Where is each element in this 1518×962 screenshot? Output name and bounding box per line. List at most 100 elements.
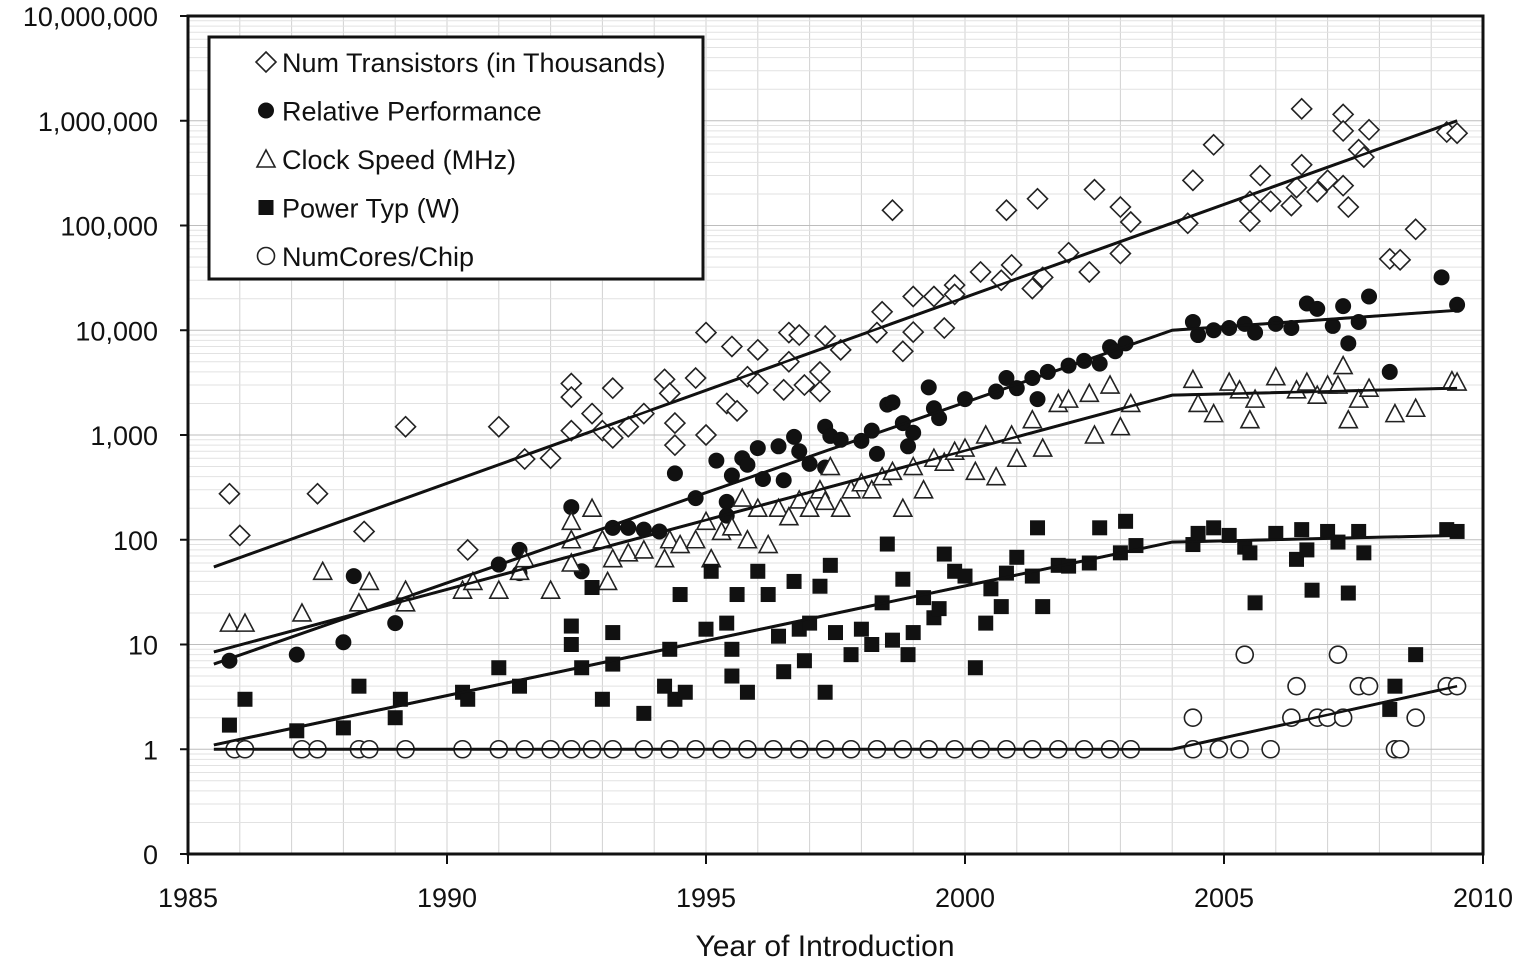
data-point [684, 366, 707, 390]
trend-line-overlay [213, 309, 1458, 666]
data-point [1408, 647, 1424, 663]
data-point [1221, 320, 1238, 337]
y-tick-label: 100 [113, 526, 158, 556]
data-point [864, 637, 880, 652]
data-point [351, 678, 367, 694]
data-point [895, 571, 911, 587]
data-point [1318, 708, 1337, 728]
legend-marker [256, 246, 276, 266]
data-point [884, 394, 901, 411]
data-point [892, 497, 914, 518]
data-point [1283, 320, 1300, 337]
data-point [1109, 242, 1132, 265]
x-tick-label: 2010 [1453, 883, 1513, 913]
data-point [1078, 260, 1101, 284]
data-point [1083, 178, 1106, 201]
data-point [1057, 241, 1080, 264]
data-point [228, 524, 251, 547]
data-point [1332, 354, 1354, 375]
data-point [750, 563, 766, 579]
data-point [913, 479, 934, 499]
data-point [617, 415, 640, 438]
data-point [891, 340, 914, 363]
x-axis-title: Year of Introduction [695, 930, 954, 962]
legend-label: Num Transistors (in Thousands) [282, 48, 666, 78]
data-point [720, 335, 744, 358]
data-point [1092, 520, 1108, 536]
x-axis: 1985 1990 1995 2000 2005 2010 [158, 854, 1513, 913]
data-point [560, 510, 582, 531]
data-point [822, 557, 838, 573]
data-point [771, 628, 787, 644]
data-point [560, 552, 582, 572]
legend-marker [258, 102, 274, 119]
data-point [1388, 248, 1412, 271]
y-axis: 10,000,0001,000,000100,00010,0001,000100… [23, 2, 188, 870]
data-point [1183, 708, 1203, 728]
data-point [345, 568, 362, 585]
data-point [1000, 253, 1023, 277]
y-tick-label: 10,000 [75, 316, 158, 346]
data-point [718, 493, 735, 510]
data-point [1119, 210, 1142, 234]
data-point [563, 618, 579, 634]
data-point [772, 378, 795, 401]
data-point [905, 625, 921, 641]
legend: Num Transistors (in Thousands) Relative P… [207, 35, 705, 281]
data-point [306, 482, 329, 505]
data-point [540, 579, 561, 599]
data-point [817, 684, 833, 700]
data-point [602, 547, 624, 568]
data-point [879, 536, 895, 552]
data-point [796, 653, 812, 669]
data-point [819, 455, 841, 476]
data-point [1294, 522, 1310, 538]
data-point [729, 587, 745, 603]
data-point [936, 546, 952, 562]
data-point [808, 380, 832, 403]
data-point [633, 539, 655, 559]
data-point [786, 428, 803, 445]
data-point [770, 438, 787, 455]
data-point [1332, 174, 1355, 197]
y-tick-label: 100,000 [60, 212, 158, 242]
data-point [387, 615, 404, 632]
data-point [1022, 408, 1043, 429]
data-point [975, 424, 997, 444]
data-point [1182, 368, 1204, 389]
data-point [900, 647, 916, 663]
data-point [392, 691, 408, 707]
data-point [1238, 210, 1262, 233]
data-point [1118, 513, 1134, 529]
data-point [775, 472, 792, 489]
data-point [1404, 218, 1427, 241]
y-tick-label: 1,000 [90, 421, 158, 451]
data-point [1006, 447, 1028, 468]
data-point [394, 415, 417, 438]
data-point [1433, 269, 1450, 286]
data-point [1381, 363, 1398, 380]
data-point [1261, 739, 1280, 759]
data-point [922, 285, 946, 308]
y-tick-label: 1 [143, 735, 158, 765]
data-point [812, 578, 828, 594]
data-point [1358, 377, 1380, 397]
data-point [1335, 298, 1352, 315]
data-point [1328, 645, 1348, 664]
data-point [905, 424, 922, 441]
data-point [1218, 371, 1240, 391]
data-point [358, 570, 380, 591]
data-point [234, 612, 256, 632]
data-point [1230, 739, 1249, 759]
y-tick-label: 10,000,000 [23, 2, 158, 32]
data-point [1361, 288, 1378, 305]
data-point [1327, 374, 1349, 394]
data-point [580, 402, 604, 425]
data-point [1337, 195, 1360, 219]
data-point [657, 678, 673, 694]
data-point [933, 316, 956, 340]
data-point [1406, 708, 1425, 728]
data-point [1280, 194, 1303, 217]
data-point [669, 533, 691, 554]
legend-label: NumCores/Chip [282, 242, 474, 272]
